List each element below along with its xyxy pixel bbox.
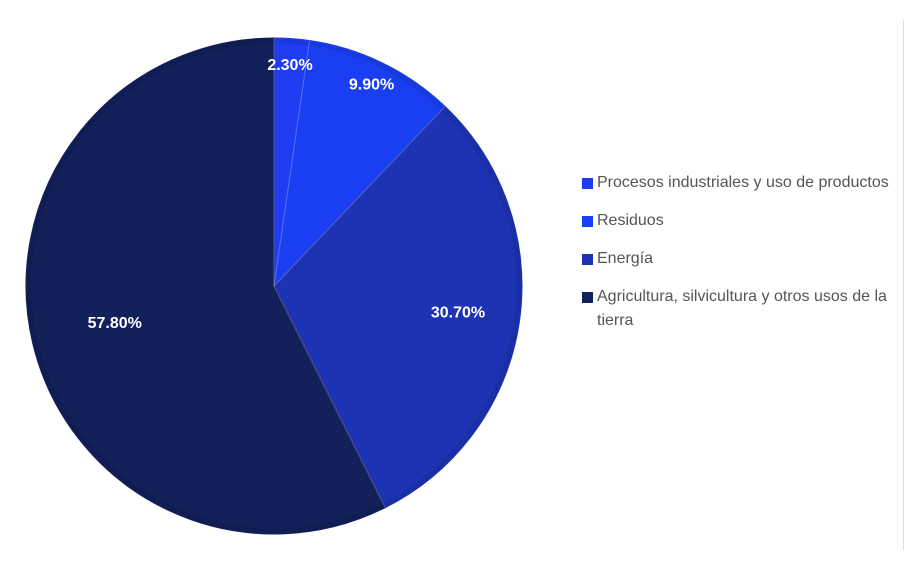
legend-label-residuos: Residuos bbox=[597, 212, 664, 229]
legend-swatch-agricultura bbox=[582, 292, 593, 303]
pie-plot-area: 2.30% 9.90% 30.70% 57.80% bbox=[25, 37, 523, 535]
slice-boundary-3 bbox=[273, 285, 386, 508]
slice-boundary-2 bbox=[273, 106, 446, 287]
legend-item-procesos: Procesos industriales y uso de productos bbox=[582, 171, 900, 195]
pie-slice-edge-2 bbox=[382, 106, 522, 508]
legend-label-agricultura: Agricultura, silvicultura y otros usos d… bbox=[597, 288, 887, 329]
legend-swatch-residuos bbox=[582, 216, 593, 227]
slice-label-0: 2.30% bbox=[267, 57, 312, 74]
legend-label-procesos: Procesos industriales y uso de productos bbox=[597, 174, 889, 191]
right-divider bbox=[903, 20, 904, 550]
legend-swatch-procesos bbox=[582, 178, 593, 189]
pie-slice-edge-0 bbox=[273, 38, 310, 46]
legend: Procesos industriales y uso de productos… bbox=[582, 171, 900, 347]
legend-label-energia: Energía bbox=[597, 250, 654, 267]
slice-label-3: 57.80% bbox=[88, 315, 142, 332]
pie-slice-1 bbox=[273, 39, 446, 288]
slices-group bbox=[25, 37, 523, 535]
pie-slice-edge-1 bbox=[308, 41, 445, 111]
pie-slice-3 bbox=[25, 37, 386, 535]
legend-item-residuos: Residuos bbox=[582, 209, 900, 233]
slice-labels-group: 2.30% 9.90% 30.70% 57.80% bbox=[88, 57, 486, 332]
slice-label-1: 9.90% bbox=[349, 76, 394, 93]
legend-swatch-energia bbox=[582, 254, 593, 265]
legend-item-energia: Energía bbox=[582, 247, 900, 271]
legend-item-agricultura: Agricultura, silvicultura y otros usos d… bbox=[582, 285, 900, 333]
pie-slice-2 bbox=[273, 105, 523, 509]
slice-label-2: 30.70% bbox=[431, 305, 485, 322]
slice-boundary-1 bbox=[273, 40, 310, 287]
pie-slice-edge-3 bbox=[26, 38, 385, 534]
